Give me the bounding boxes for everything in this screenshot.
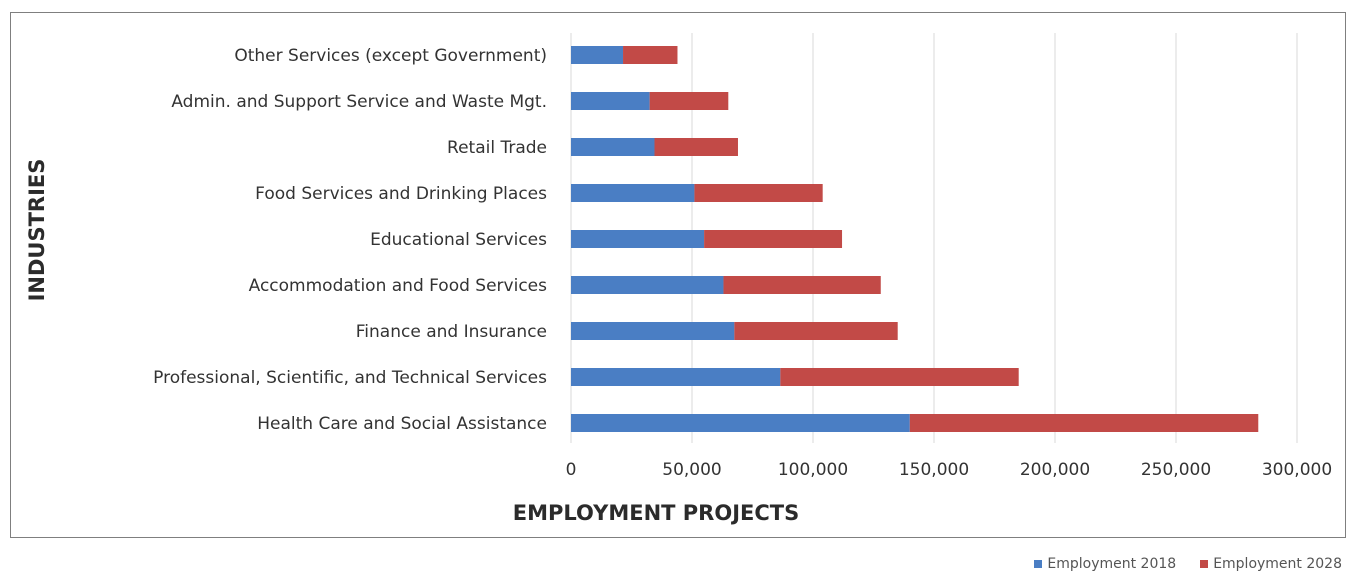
legend-label-2028: Employment 2028: [1213, 556, 1342, 572]
bar-2018: [571, 230, 704, 248]
bar-2028: [650, 92, 729, 110]
x-tick-label: 250,000: [1141, 460, 1211, 480]
bar-2028: [704, 230, 842, 248]
x-tick-label: 100,000: [778, 460, 848, 480]
category-label: Finance and Insurance: [356, 322, 547, 342]
bar-2018: [571, 184, 694, 202]
bar-2028: [780, 368, 1018, 386]
y-axis-title: INDUSTRIES: [25, 159, 49, 302]
bar-2018: [571, 414, 910, 432]
chart-frame: Other Services (except Government) Admin.…: [10, 12, 1346, 538]
bar-2028: [734, 322, 897, 340]
bar-2028: [910, 414, 1258, 432]
bar-2028: [694, 184, 822, 202]
x-tick-label: 150,000: [899, 460, 969, 480]
bar-2028: [623, 46, 677, 64]
legend-swatch-2018: [1034, 560, 1042, 568]
bar-2018: [571, 138, 654, 156]
x-tick-label: 200,000: [1020, 460, 1090, 480]
category-label: Food Services and Drinking Places: [255, 184, 547, 204]
x-tick-label: 0: [566, 460, 577, 480]
x-tick-label: 50,000: [662, 460, 721, 480]
category-label: Accommodation and Food Services: [249, 276, 548, 296]
bar-2018: [571, 46, 623, 64]
legend: Employment 2018 Employment 2028: [1034, 556, 1342, 572]
bars: [571, 46, 1258, 432]
legend-item-2018: Employment 2018: [1034, 556, 1176, 572]
bar-2018: [571, 276, 723, 294]
category-label: Admin. and Support Service and Waste Mgt…: [171, 92, 547, 112]
category-label: Health Care and Social Assistance: [257, 414, 547, 434]
legend-item-2028: Employment 2028: [1200, 556, 1342, 572]
category-labels: Other Services (except Government) Admin.…: [153, 46, 547, 434]
bar-2018: [571, 368, 780, 386]
bar-2028: [654, 138, 737, 156]
bar-2018: [571, 92, 650, 110]
bar-2028: [723, 276, 880, 294]
category-label: Professional, Scientific, and Technical …: [153, 368, 547, 388]
category-label: Other Services (except Government): [234, 46, 547, 66]
legend-swatch-2028: [1200, 560, 1208, 568]
legend-label-2018: Employment 2018: [1047, 556, 1176, 572]
x-tick-label: 300,000: [1262, 460, 1332, 480]
category-label: Retail Trade: [447, 138, 547, 158]
x-tick-labels: 0 50,000 100,000 150,000 200,000 250,000 300,0…: [566, 460, 1333, 480]
x-axis-title: EMPLOYMENT PROJECTS: [513, 501, 799, 525]
chart-svg: Other Services (except Government) Admin.…: [11, 13, 1345, 537]
category-label: Educational Services: [370, 230, 547, 250]
bar-2018: [571, 322, 734, 340]
